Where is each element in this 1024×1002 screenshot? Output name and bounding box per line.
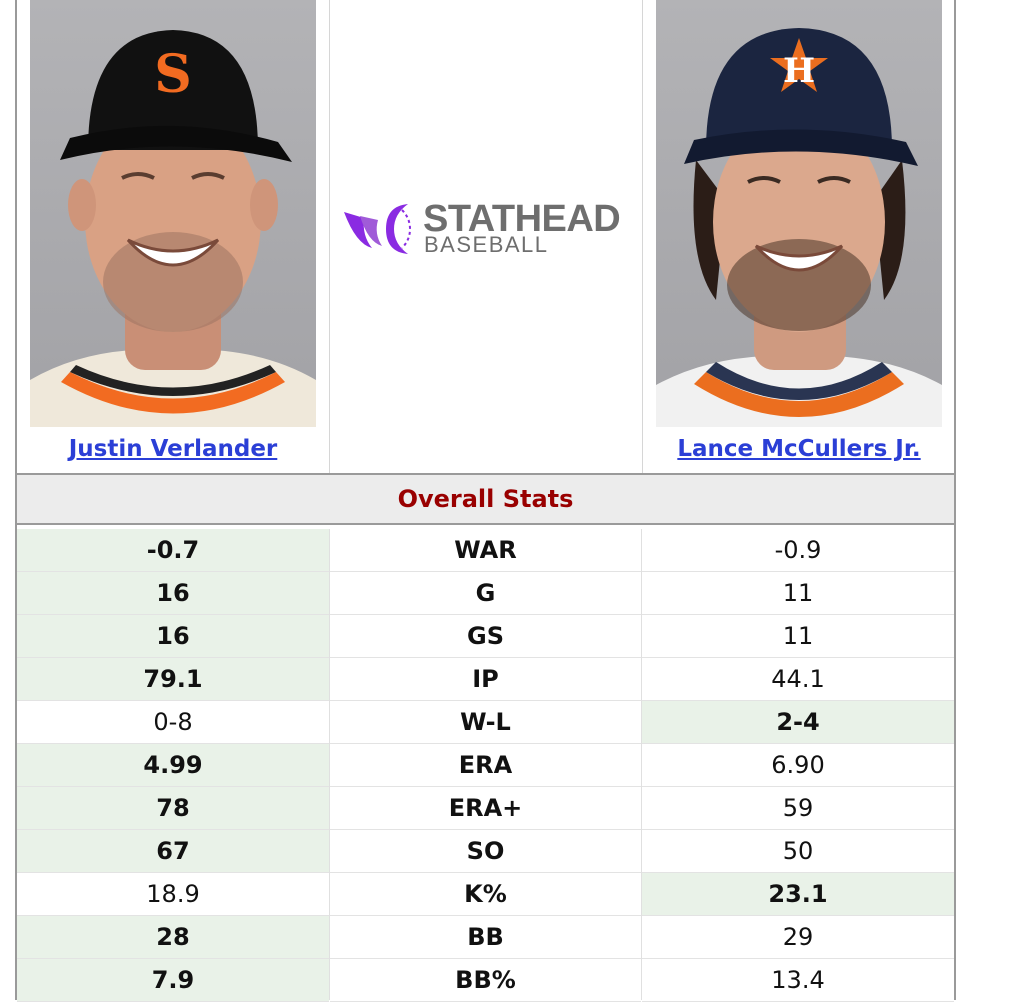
stat-value-right: 11: [642, 615, 954, 658]
player-link-left[interactable]: Justin Verlander: [68, 436, 278, 462]
stat-value-left: 4.99: [17, 744, 329, 787]
logo-text-sub: BASEBALL: [424, 232, 549, 257]
stat-value-right: -0.9: [642, 529, 954, 572]
stat-row: 79.1 IP 44.1: [17, 658, 954, 701]
stat-label: K%: [330, 873, 641, 916]
stat-value-right: 6.90: [642, 744, 954, 787]
stat-value-left: 18.9: [17, 873, 329, 916]
stat-value-left: 28: [17, 916, 329, 959]
stat-label: WAR: [330, 529, 641, 572]
stat-row: 0-8 W-L 2-4: [17, 701, 954, 744]
stats-divider-right: [641, 529, 642, 1000]
column-divider-right: [642, 0, 643, 473]
stat-label: GS: [330, 615, 641, 658]
stat-value-right: 29: [642, 916, 954, 959]
stat-row: -0.7 WAR -0.9: [17, 529, 954, 572]
stat-label: BB%: [330, 959, 641, 1002]
stat-value-left: 16: [17, 615, 329, 658]
stat-value-left: 78: [17, 787, 329, 830]
stat-value-right: 44.1: [642, 658, 954, 701]
stat-row: 4.99 ERA 6.90: [17, 744, 954, 787]
stat-value-right: 11: [642, 572, 954, 615]
stat-row: 16 GS 11: [17, 615, 954, 658]
stathead-logo[interactable]: STATHEAD BASEBALL: [342, 198, 634, 260]
stat-label: SO: [330, 830, 641, 873]
player-photo-left[interactable]: S: [30, 0, 316, 427]
section-title: Overall Stats: [17, 473, 954, 525]
stat-value-left: 79.1: [17, 658, 329, 701]
stats-divider-left: [329, 529, 330, 1000]
stat-label: BB: [330, 916, 641, 959]
stat-row: 28 BB 29: [17, 916, 954, 959]
player-photo-right[interactable]: H: [656, 0, 942, 427]
stat-row: 67 SO 50: [17, 830, 954, 873]
stat-label: W-L: [330, 701, 641, 744]
stat-label: IP: [330, 658, 641, 701]
stats-table: -0.7 WAR -0.9 16 G 11 16 GS 11 79.1 IP 44.1 0-8 W-L 2-…: [17, 529, 954, 1002]
svg-text:S: S: [154, 44, 192, 105]
stat-value-right: 59: [642, 787, 954, 830]
player-link-right[interactable]: Lance McCullers Jr.: [677, 436, 921, 462]
stat-value-left: -0.7: [17, 529, 329, 572]
stat-label: ERA+: [330, 787, 641, 830]
stat-value-right: 2-4: [642, 701, 954, 744]
stat-value-right: 50: [642, 830, 954, 873]
stat-value-right: 13.4: [642, 959, 954, 1002]
stat-row: 78 ERA+ 59: [17, 787, 954, 830]
stat-label: G: [330, 572, 641, 615]
stat-value-left: 16: [17, 572, 329, 615]
stat-value-right: 23.1: [642, 873, 954, 916]
stat-row: 7.9 BB% 13.4: [17, 959, 954, 1002]
stat-value-left: 0-8: [17, 701, 329, 744]
stat-value-left: 67: [17, 830, 329, 873]
stat-label: ERA: [330, 744, 641, 787]
column-divider-left: [329, 0, 330, 473]
svg-text:H: H: [783, 51, 815, 91]
stat-value-left: 7.9: [17, 959, 329, 1002]
stat-row: 16 G 11: [17, 572, 954, 615]
logo-text-main: STATHEAD: [423, 198, 621, 240]
stat-row: 18.9 K% 23.1: [17, 873, 954, 916]
